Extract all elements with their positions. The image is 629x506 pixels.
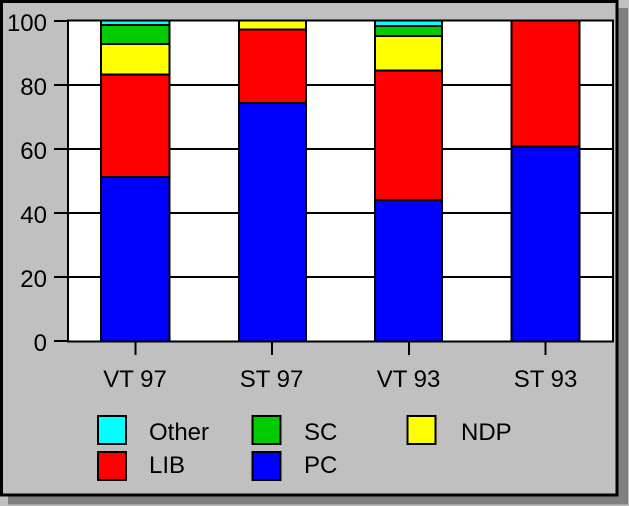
svg-text:20: 20 bbox=[20, 266, 47, 293]
svg-text:Other: Other bbox=[149, 419, 209, 446]
svg-text:NDP: NDP bbox=[461, 419, 512, 446]
svg-text:PC: PC bbox=[304, 452, 337, 479]
svg-text:80: 80 bbox=[20, 74, 47, 101]
svg-text:ST 97: ST 97 bbox=[240, 366, 304, 393]
svg-text:60: 60 bbox=[20, 138, 47, 165]
svg-text:0: 0 bbox=[34, 330, 47, 357]
svg-text:ST 93: ST 93 bbox=[514, 366, 578, 393]
svg-text:VT 97: VT 97 bbox=[103, 366, 167, 393]
svg-text:100: 100 bbox=[7, 10, 47, 37]
svg-text:SC: SC bbox=[304, 419, 337, 446]
svg-text:40: 40 bbox=[20, 202, 47, 229]
svg-text:VT 93: VT 93 bbox=[377, 366, 441, 393]
svg-text:LIB: LIB bbox=[149, 452, 185, 479]
